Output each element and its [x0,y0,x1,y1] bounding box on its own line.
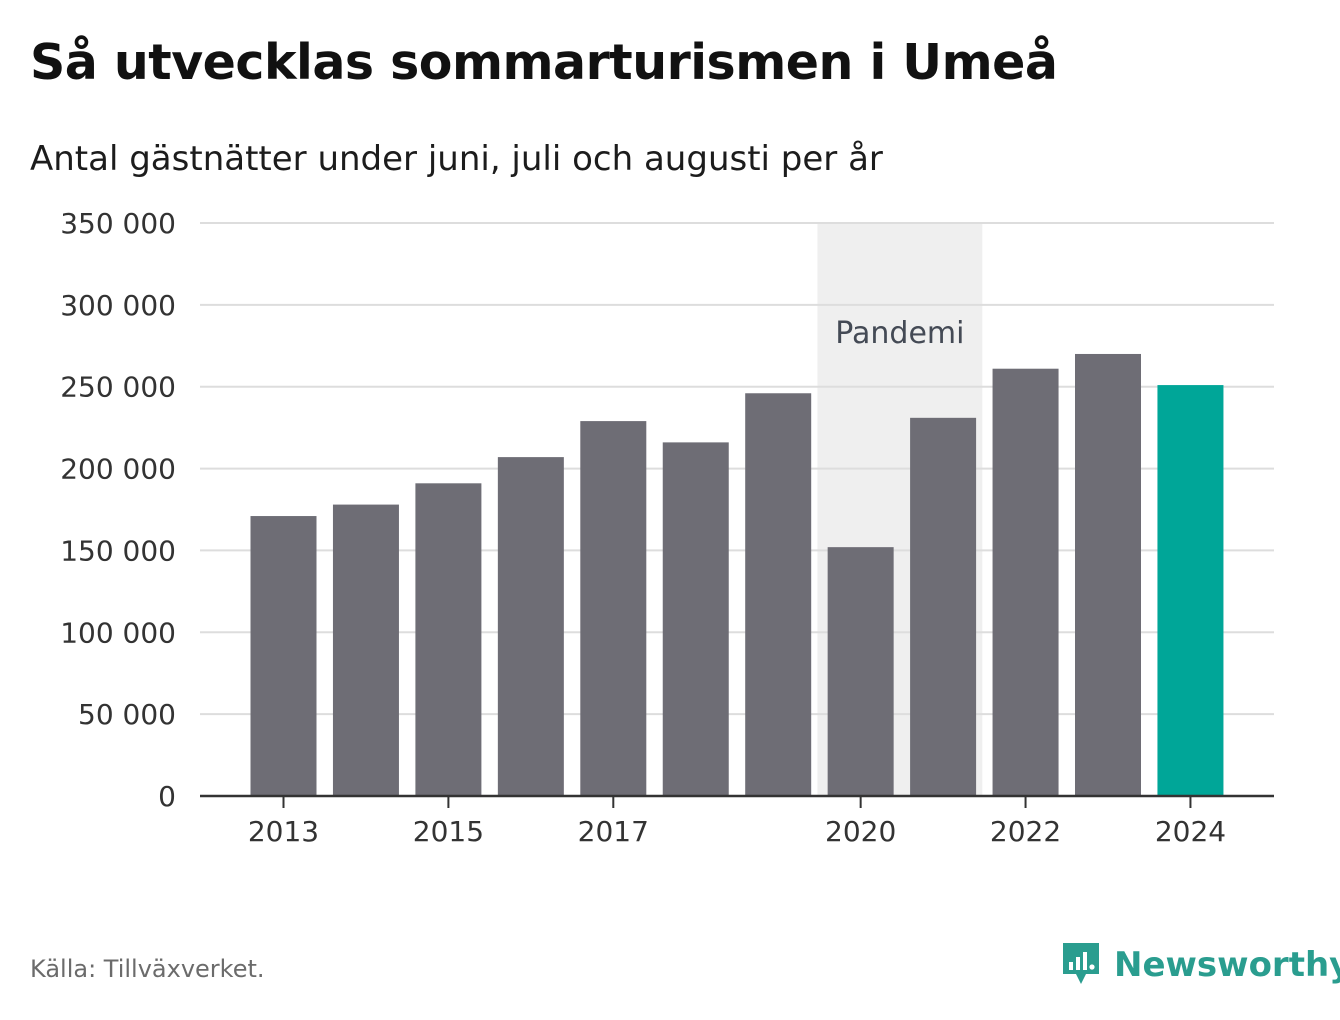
bar [1075,353,1141,796]
bar [250,516,317,796]
brand-name: Newsworthy [1114,945,1340,985]
axis-layer [200,794,1274,808]
y-tick-label: 50 000 [78,698,176,731]
y-tick-label: 150 000 [60,534,176,567]
label-layer: Pandemi 0 50 000 100 000 150 000 200 000 250 0… [60,207,1226,848]
y-tick-label: 0 [158,780,176,813]
bar [745,393,812,796]
y-tick-label: 250 000 [60,371,176,404]
bar [992,368,1059,796]
x-tick-label: 2024 [1155,815,1226,848]
chart-subtitle: Antal gästnätter under juni, juli och au… [30,139,883,179]
brand-logo[interactable]: Newsworthy [1060,940,1340,990]
y-tick-label: 200 000 [60,453,176,486]
bar [910,417,977,796]
bar [415,483,482,796]
newsworthy-logo-icon [1063,943,1099,984]
x-tick-label: 2015 [413,815,484,848]
pandemic-label: Pandemi [835,316,964,351]
bar [580,421,647,796]
x-tick-label: 2022 [990,815,1061,848]
y-tick-label: 350 000 [60,207,176,240]
x-tick-label: 2017 [578,815,649,848]
chart-title: Så utvecklas sommarturismen i Umeå [30,34,1058,91]
bar-highlight [1157,385,1224,796]
bar [662,442,729,796]
x-tick-label: 2020 [825,815,896,848]
x-tick-label: 2013 [248,815,319,848]
bar [497,457,564,796]
y-tick-label: 300 000 [60,289,176,322]
source-note: Källa: Tillväxverket. [30,955,265,983]
y-tick-label: 100 000 [60,616,176,649]
bar [332,504,399,796]
bar-chart: Pandemi 0 50 000 100 000 150 000 200 000 250 0… [60,207,1274,848]
bar-layer [250,353,1224,796]
bar [827,547,894,796]
